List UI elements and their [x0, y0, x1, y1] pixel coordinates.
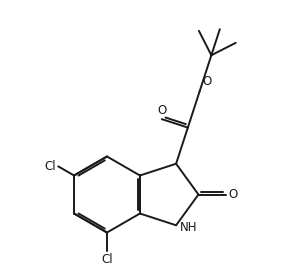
Text: Cl: Cl — [101, 253, 113, 266]
Text: O: O — [228, 188, 238, 201]
Text: O: O — [202, 75, 211, 88]
Text: Cl: Cl — [44, 160, 56, 173]
Text: O: O — [157, 104, 166, 117]
Text: NH: NH — [180, 221, 197, 234]
